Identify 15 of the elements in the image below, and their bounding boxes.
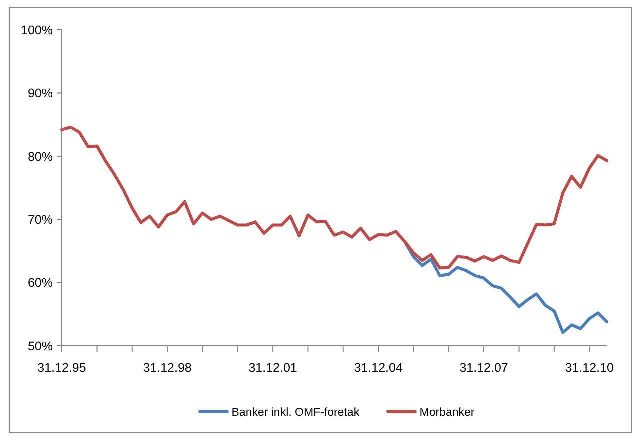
x-tick-label: 31.12.07 [460,361,508,375]
x-tick-label: 31.12.10 [565,361,614,375]
line-series [60,126,608,270]
y-tick-label: 70% [28,212,53,227]
y-tick-label: 60% [28,276,53,290]
legend-label: Morbanker [420,407,475,420]
y-tick-label: 80% [28,150,53,164]
x-tick-label: 31.12.01 [248,361,298,375]
y-tick-label: 50% [28,339,53,354]
x-tick-label: 31.12.95 [38,361,86,375]
y-tick-label: 90% [28,86,53,101]
x-tick-label: 31.12.04 [354,361,403,375]
x-tick-label: 31.12.98 [143,361,192,375]
y-tick-label: 100% [21,23,53,38]
legend-label: Banker inkl. OMF-foretak [232,407,360,420]
